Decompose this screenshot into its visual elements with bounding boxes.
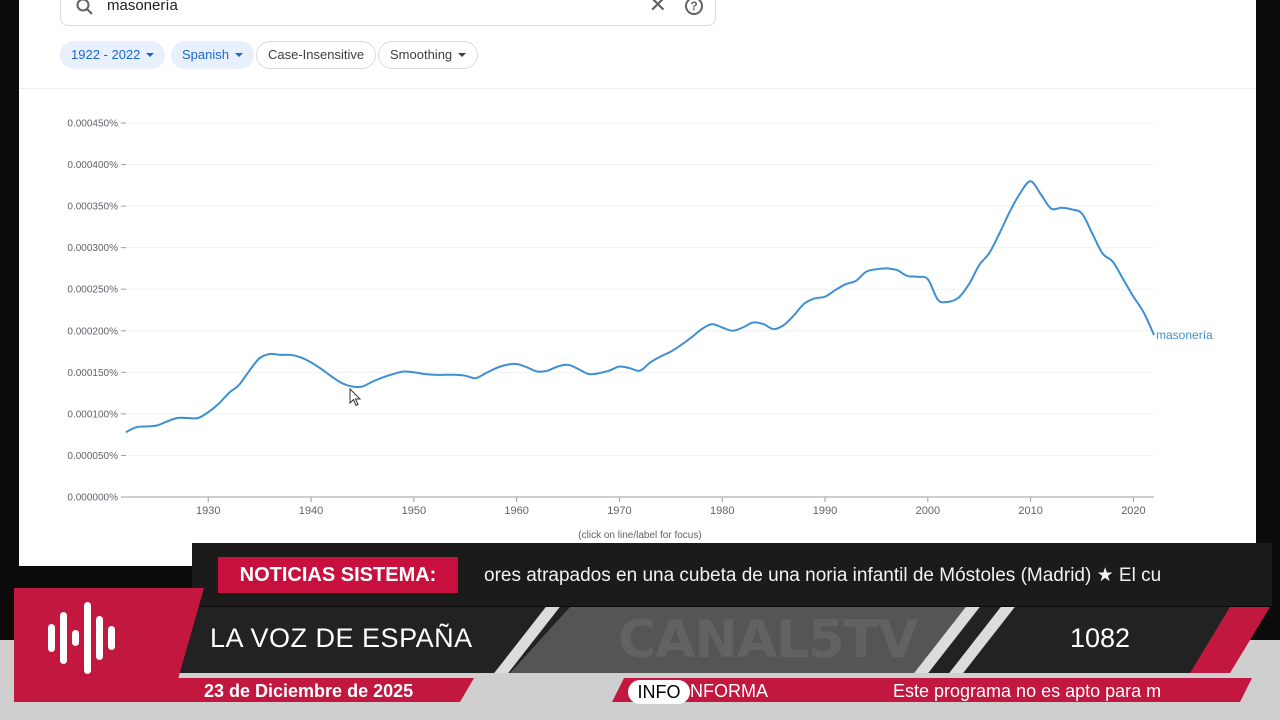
series-label-masoneria[interactable]: masonería bbox=[1156, 328, 1213, 342]
y-tick-label: 0.000350% bbox=[67, 202, 118, 213]
disclaimer-text: Este programa no es apto para m bbox=[893, 681, 1162, 701]
ticker-label: NOTICIAS SISTEMA: bbox=[218, 557, 458, 593]
search-icon bbox=[76, 0, 93, 15]
ngram-panel bbox=[19, 0, 1256, 566]
search-input[interactable]: masonería bbox=[107, 0, 178, 14]
series-line-masoneria[interactable] bbox=[125, 180, 1155, 434]
broadcast-date: 23 de Diciembre de 2025 bbox=[204, 681, 414, 701]
y-tick-label: 0.000150% bbox=[67, 368, 118, 379]
x-tick-label: 1950 bbox=[402, 505, 426, 517]
watermark-band bbox=[510, 607, 970, 673]
date-strip bbox=[14, 678, 474, 702]
x-tick-label: 2010 bbox=[1018, 505, 1042, 517]
y-tick-label: 0.000200% bbox=[67, 326, 118, 337]
search-box[interactable]: masonería ✕ ? bbox=[60, 0, 716, 26]
sound-wave-logo-icon bbox=[48, 602, 115, 674]
x-tick-label: 1990 bbox=[813, 505, 837, 517]
case-insensitive-toggle[interactable]: Case-Insensitive bbox=[256, 41, 377, 69]
year-range-dropdown[interactable]: 1922 - 2022 bbox=[60, 41, 166, 69]
channel-watermark: CANAL5TV bbox=[618, 610, 918, 670]
clear-icon[interactable]: ✕ bbox=[648, 0, 667, 17]
chart-hint: (click on line/label for focus) bbox=[578, 530, 701, 541]
help-icon[interactable]: ? bbox=[685, 0, 703, 15]
y-tick-label: 0.000100% bbox=[67, 409, 118, 420]
x-tick-label: 2020 bbox=[1121, 505, 1145, 517]
smoothing-dropdown[interactable]: Smoothing bbox=[378, 41, 479, 69]
y-tick-label: 0.000250% bbox=[67, 285, 118, 296]
informa-text: NFORMA bbox=[690, 681, 768, 701]
station-name: LA VOZ DE ESPAÑA bbox=[210, 623, 473, 653]
x-tick-label: 1970 bbox=[607, 505, 631, 517]
channel-number: 1082 bbox=[1070, 623, 1131, 653]
x-tick-label: 1940 bbox=[299, 505, 323, 517]
x-tick-label: 1960 bbox=[504, 505, 528, 517]
y-tick-label: 0.000400% bbox=[67, 160, 118, 171]
x-tick-label: 1980 bbox=[710, 505, 734, 517]
x-tick-label: 2000 bbox=[916, 505, 940, 517]
case-label: Case-Insensitive bbox=[268, 47, 365, 62]
corpus-dropdown[interactable]: Spanish bbox=[171, 41, 254, 69]
info-strip bbox=[612, 678, 1252, 702]
y-tick-label: 0.000300% bbox=[67, 243, 118, 254]
corpus-label: Spanish bbox=[182, 47, 229, 62]
chevron-down-icon bbox=[458, 53, 467, 57]
ngram-chart[interactable]: 0.000000% 0.000050% 0.000100% 0.000150% 0.00… bbox=[0, 0, 1280, 560]
chevron-down-icon bbox=[146, 53, 155, 57]
smoothing-label: Smoothing bbox=[390, 47, 453, 62]
y-tick-label: 0.000450% bbox=[67, 119, 118, 130]
chevron-down-icon bbox=[234, 53, 243, 57]
chart-divider bbox=[19, 88, 1256, 89]
info-badge: INFO bbox=[628, 680, 690, 704]
ticker-text: ores atrapados en una cubeta de una nori… bbox=[484, 565, 1162, 586]
y-tick-label: 0.000000% bbox=[67, 493, 118, 504]
x-tick-label: 1930 bbox=[196, 505, 220, 517]
mouse-cursor-icon bbox=[349, 388, 362, 407]
year-range-label: 1922 - 2022 bbox=[71, 47, 141, 62]
y-tick-label: 0.000050% bbox=[67, 451, 118, 462]
